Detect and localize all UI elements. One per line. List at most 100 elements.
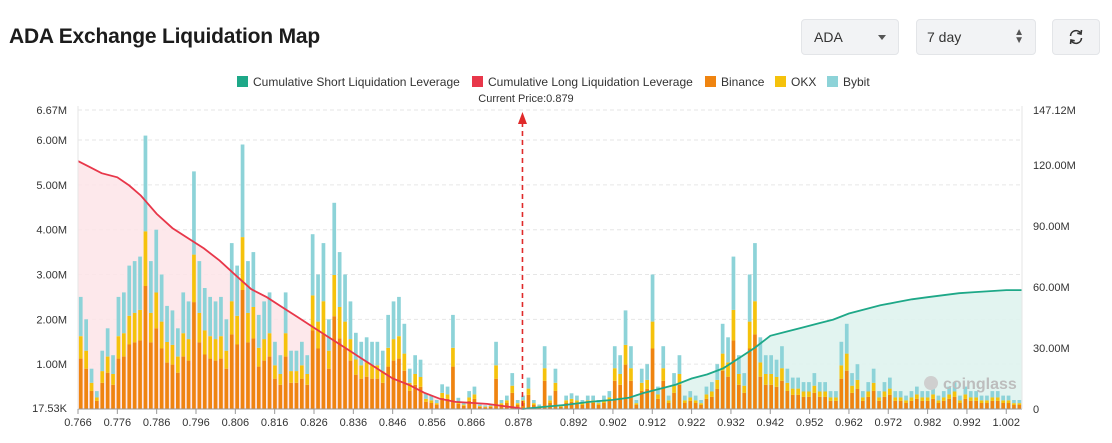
bar-bybit (262, 301, 266, 340)
bar-binance (165, 362, 169, 409)
bar-binance (747, 348, 752, 409)
bar-bybit (710, 382, 714, 392)
bar-bybit (828, 391, 833, 398)
bar-okx (720, 353, 725, 371)
bar-binance (699, 405, 703, 409)
bar-binance (424, 401, 428, 409)
bar-binance (364, 376, 369, 409)
bar-bybit (343, 274, 347, 322)
bar-okx (510, 385, 515, 393)
bar-okx (796, 388, 800, 395)
bar-binance (402, 370, 407, 409)
bar-binance (607, 400, 612, 409)
bar-okx (974, 397, 978, 401)
bar-binance (494, 378, 498, 409)
coin-select[interactable]: ADA (801, 19, 899, 55)
bar-okx (753, 301, 757, 335)
bar-bybit (213, 301, 218, 340)
bar-binance (936, 402, 941, 409)
bar-okx (710, 391, 714, 397)
bar-binance (553, 390, 558, 409)
bar-okx (386, 347, 390, 367)
bar-bybit (499, 400, 504, 404)
bar-binance (283, 356, 288, 409)
bar-binance (580, 405, 585, 409)
bar-binance (478, 407, 482, 409)
bar-binance (289, 382, 293, 409)
bar-bybit (224, 319, 229, 351)
bar-bybit (612, 346, 617, 369)
bar-binance (612, 380, 617, 409)
bar-okx (763, 374, 768, 385)
bar-bybit (1017, 400, 1022, 404)
bar-bybit (645, 364, 649, 380)
bar-okx (154, 292, 159, 329)
bar-binance (623, 364, 628, 409)
bar-okx (354, 359, 358, 375)
bar-bybit (688, 391, 693, 398)
bar-okx (936, 400, 941, 403)
bar-binance (213, 360, 218, 409)
bar-bybit (445, 386, 450, 395)
bar-bybit (391, 301, 396, 340)
bar-okx (575, 400, 579, 403)
bar-okx (413, 374, 417, 385)
bar-okx (78, 336, 83, 359)
bar-okx (877, 397, 881, 401)
y-right-tick-label: 120.00M (1033, 160, 1076, 172)
bar-bybit (925, 391, 930, 398)
y-left-tick-label: 3.00M (36, 270, 67, 282)
bar-binance (1001, 402, 1005, 409)
x-tick-label: 0.826 (300, 417, 328, 429)
bar-okx (213, 339, 218, 361)
bar-okx (564, 400, 568, 403)
bar-binance (677, 384, 682, 409)
bar-bybit (661, 346, 666, 369)
range-select[interactable]: 7 day ▲ ▼ (916, 19, 1036, 55)
bar-bybit (882, 382, 887, 392)
bar-binance (672, 392, 676, 409)
bar-bybit (898, 391, 903, 398)
bar-binance (300, 378, 304, 409)
bar-okx (656, 394, 660, 399)
refresh-button[interactable] (1052, 19, 1100, 55)
bar-okx (219, 336, 223, 359)
bar-okx (429, 400, 434, 403)
bar-binance (170, 364, 175, 409)
bar-bybit (251, 252, 256, 307)
bar-okx (348, 339, 353, 361)
bar-binance (278, 384, 283, 409)
bar-bybit (623, 310, 628, 345)
bar-bybit (629, 346, 633, 369)
bar-okx (149, 312, 153, 343)
bar-bybit (834, 391, 838, 398)
bar-okx (785, 382, 790, 391)
bar-okx (844, 353, 849, 371)
bar-bybit (753, 243, 757, 302)
bar-bybit (380, 350, 385, 372)
bar-okx (1006, 400, 1011, 403)
bar-okx (105, 356, 110, 373)
bar-bybit (208, 296, 212, 337)
bar-binance (262, 360, 266, 409)
bar-bybit (165, 305, 169, 342)
bar-binance (958, 402, 962, 409)
bar-okx (267, 333, 272, 357)
bar-bybit (683, 395, 687, 401)
bar-binance (456, 404, 461, 409)
bar-binance (327, 368, 331, 409)
y-right-tick-label: 90.00M (1033, 221, 1070, 233)
bar-okx (893, 397, 898, 401)
bar-okx (839, 365, 844, 379)
bar-binance (321, 334, 326, 409)
bar-binance (715, 388, 720, 409)
bar-binance (564, 402, 568, 409)
bar-binance (235, 344, 239, 409)
bar-bybit (855, 364, 860, 380)
bar-okx (666, 400, 671, 403)
bar-okx (434, 403, 439, 405)
bar-okx (186, 339, 191, 361)
bar-okx (515, 403, 520, 405)
bar-bybit (267, 292, 272, 334)
